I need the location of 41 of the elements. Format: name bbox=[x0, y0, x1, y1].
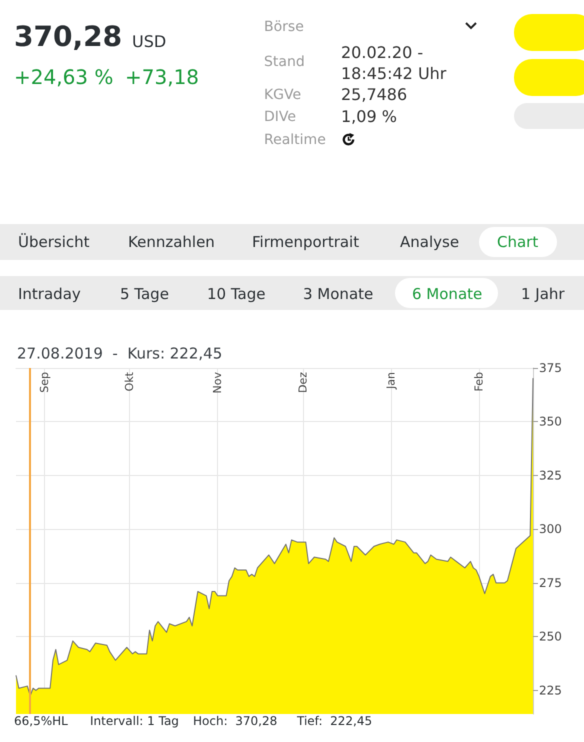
text: Chart bbox=[497, 233, 538, 251]
y-tick-label: 350 bbox=[539, 414, 562, 429]
text: Börse bbox=[264, 19, 304, 35]
text: Realtime bbox=[264, 132, 326, 148]
text: Übersicht bbox=[18, 233, 90, 251]
text: USD bbox=[132, 32, 166, 51]
annotation: Tief: 222,45 bbox=[296, 714, 372, 728]
annotation: 66,5%HL bbox=[14, 714, 68, 728]
x-tick-label: Feb bbox=[472, 372, 486, 392]
x-tick-label: Nov bbox=[211, 372, 224, 394]
y-tick-label: 325 bbox=[539, 468, 562, 482]
y-tick-label: 275 bbox=[539, 576, 562, 590]
x-tick-label: Okt bbox=[123, 371, 136, 392]
text: Kennzahlen bbox=[128, 233, 215, 251]
text: 1 Jahr bbox=[521, 285, 565, 303]
text: DIVe bbox=[264, 109, 296, 125]
y-tick-label: 250 bbox=[539, 630, 562, 644]
annotation: Hoch: 370,28 bbox=[193, 714, 278, 728]
x-tick-label: Jan bbox=[384, 372, 398, 390]
annotation: Intervall: 1 Tag bbox=[90, 714, 179, 728]
text: 5 Tage bbox=[120, 285, 169, 303]
text: +24,63 % bbox=[14, 65, 114, 89]
x-tick-label: Sep bbox=[38, 372, 51, 393]
chart-title: 27.08.2019 - Kurs: 222,45 bbox=[17, 344, 222, 362]
text: Intraday bbox=[18, 285, 81, 303]
text: KGVe bbox=[264, 87, 302, 103]
text: +73,18 bbox=[125, 65, 200, 89]
text: Firmenportrait bbox=[252, 233, 360, 251]
y-tick-label: 225 bbox=[539, 683, 562, 698]
y-tick-label: 375 bbox=[539, 361, 562, 375]
text: 3 Monate bbox=[303, 285, 374, 303]
y-tick-label: 300 bbox=[539, 522, 562, 536]
text: Stand bbox=[264, 54, 305, 70]
text: Analyse bbox=[400, 233, 460, 251]
text: 6 Monate bbox=[412, 285, 482, 303]
text: 25,7486 bbox=[341, 85, 408, 104]
text: 10 Tage bbox=[207, 285, 266, 303]
x-tick-label: Dez bbox=[296, 372, 310, 394]
text: 20.02.20 - 18:45:42 Uhr bbox=[341, 42, 448, 84]
text: 370,28 bbox=[14, 20, 122, 53]
text: 1,09 % bbox=[341, 107, 397, 126]
